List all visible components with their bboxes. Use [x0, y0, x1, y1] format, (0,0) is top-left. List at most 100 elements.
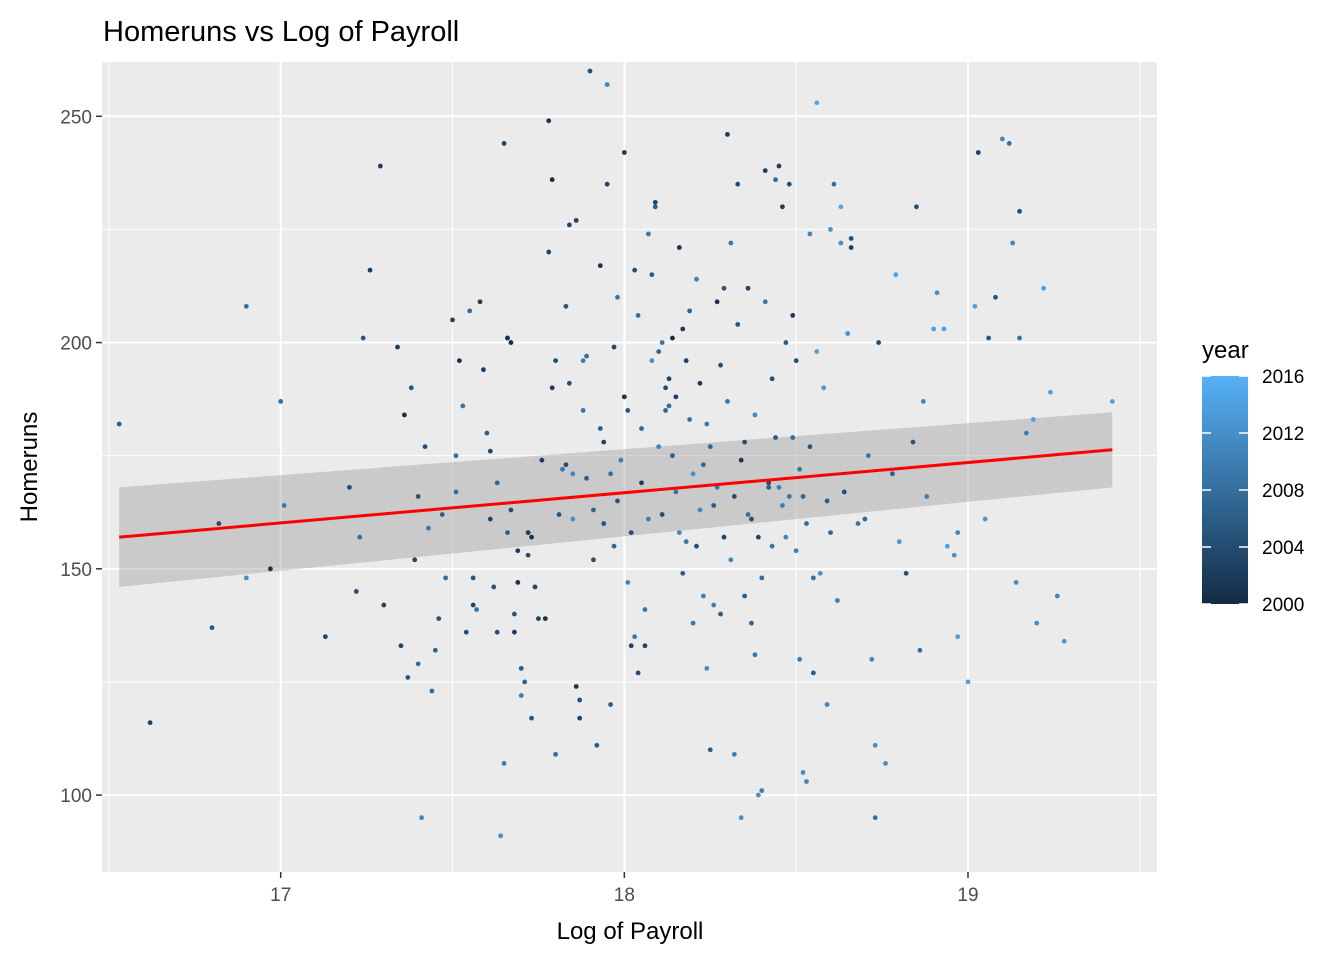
data-point [522, 679, 528, 685]
data-point [470, 575, 476, 581]
data-point [773, 435, 778, 440]
data-point [642, 643, 648, 649]
data-point [707, 747, 713, 753]
data-point [824, 498, 830, 504]
data-point [762, 168, 768, 174]
data-point [563, 462, 569, 468]
data-point [625, 579, 631, 585]
data-point [656, 349, 662, 355]
data-point [628, 643, 634, 649]
data-point [415, 494, 421, 499]
data-point [381, 602, 387, 608]
data-point [546, 249, 552, 255]
data-point [749, 516, 754, 522]
data-point [714, 299, 720, 305]
data-point [680, 326, 686, 332]
data-point [542, 616, 548, 621]
data-point [697, 507, 703, 513]
data-point [917, 647, 923, 653]
data-point [841, 489, 847, 495]
data-point [635, 670, 641, 676]
data-point [982, 516, 988, 522]
data-point [944, 543, 950, 549]
data-point [690, 620, 696, 626]
data-point [731, 494, 737, 499]
data-point [505, 335, 510, 341]
legend-label: 2016 [1262, 367, 1304, 388]
data-point [728, 240, 734, 246]
data-point [566, 222, 572, 228]
data-point [694, 543, 699, 549]
points-layer [116, 68, 1115, 839]
data-point [549, 385, 555, 391]
data-point [573, 217, 579, 223]
major-gridlines [102, 62, 1157, 872]
data-point [525, 552, 531, 558]
data-point [711, 602, 717, 608]
data-point [467, 308, 473, 314]
data-point [786, 181, 792, 187]
data-point [508, 340, 514, 345]
data-point [278, 398, 284, 404]
x-tick-label: 17 [270, 885, 291, 906]
chart-title: Homeruns vs Log of Payroll [103, 16, 459, 48]
data-point [216, 521, 222, 526]
data-point [725, 398, 730, 404]
legend-title: year [1202, 337, 1249, 364]
data-point [828, 530, 833, 536]
color-legend: year 2000 2004 2008 2012 2016 [1202, 337, 1305, 616]
data-point [604, 82, 610, 88]
y-axis-title: Homeruns [16, 412, 43, 523]
data-point [621, 150, 627, 155]
data-point [498, 833, 504, 839]
data-point [615, 498, 620, 504]
data-point [611, 543, 617, 549]
data-point [618, 457, 624, 463]
data-point [402, 412, 407, 418]
data-point [821, 385, 827, 391]
data-point [914, 204, 919, 210]
data-point [783, 534, 789, 540]
data-point [680, 570, 686, 576]
data-point [587, 68, 593, 74]
data-point [652, 199, 658, 205]
data-point [797, 656, 803, 662]
data-point [773, 177, 778, 183]
data-point [659, 512, 665, 517]
data-point [855, 521, 861, 526]
data-point [460, 403, 466, 409]
data-point [700, 462, 706, 468]
data-point [591, 507, 596, 513]
data-point [780, 503, 785, 508]
data-point [508, 507, 514, 513]
data-point [1013, 579, 1019, 585]
data-point [896, 539, 902, 545]
data-point [742, 593, 748, 599]
data-point [639, 426, 644, 431]
data-point [360, 335, 366, 341]
data-point [426, 525, 431, 531]
data-point [783, 340, 789, 345]
data-point [728, 557, 734, 563]
data-point [577, 715, 583, 721]
data-point [243, 303, 249, 309]
data-point [804, 521, 809, 526]
data-point [972, 303, 978, 309]
data-point [536, 616, 541, 621]
data-point [116, 421, 122, 427]
data-point [563, 303, 569, 309]
data-point [766, 484, 772, 490]
data-point [436, 616, 442, 621]
x-tick-label: 19 [957, 885, 978, 906]
data-point [735, 181, 741, 187]
data-point [456, 358, 462, 364]
data-point [429, 688, 435, 694]
data-point [838, 204, 844, 210]
data-point [584, 353, 589, 359]
data-point [687, 417, 693, 422]
data-point [687, 308, 693, 314]
x-tick-label: 18 [614, 885, 635, 906]
y-tick-label: 250 [60, 107, 92, 128]
